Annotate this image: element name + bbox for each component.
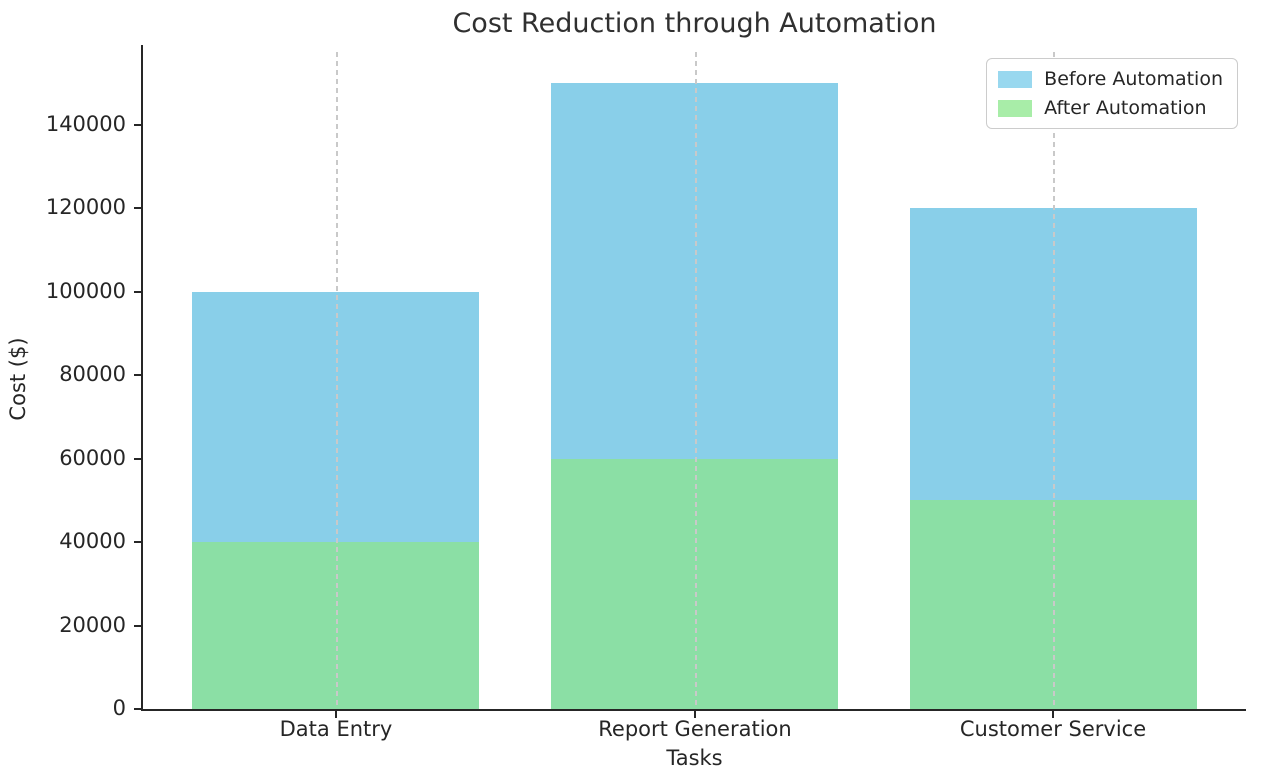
legend-item-after-automation: After Automation	[998, 97, 1223, 119]
plot-area	[143, 52, 1246, 709]
x-tick-label-report-generation: Report Generation	[598, 717, 792, 741]
legend-label: Before Automation	[1044, 68, 1223, 90]
x-tick-mark	[335, 711, 337, 718]
y-tick-label: 0	[112, 696, 126, 720]
bar-after-automation-data-entry	[192, 542, 479, 709]
x-tick-mark	[1052, 711, 1054, 718]
y-tick-mark	[134, 374, 141, 376]
gridline-report-generation	[695, 52, 697, 709]
y-axis-spine	[141, 45, 143, 711]
bar-after-automation-report-generation	[551, 459, 838, 709]
y-tick-mark	[134, 708, 141, 710]
y-tick-label: 40000	[59, 529, 126, 553]
y-axis-title: Cost ($)	[6, 337, 30, 421]
gridline-customer-service	[1053, 52, 1055, 709]
y-tick-label: 80000	[59, 362, 126, 386]
gridline-data-entry	[336, 52, 338, 709]
x-axis-spine	[141, 709, 1246, 711]
x-tick-mark	[694, 711, 696, 718]
y-tick-mark	[134, 291, 141, 293]
y-tick-mark	[134, 625, 141, 627]
legend: Before Automation After Automation	[986, 58, 1238, 129]
x-axis-title: Tasks	[666, 746, 723, 770]
chart-title: Cost Reduction through Automation	[452, 8, 937, 39]
y-tick-label: 20000	[59, 613, 126, 637]
y-tick-mark	[134, 541, 141, 543]
legend-label: After Automation	[1044, 97, 1207, 119]
x-tick-label-data-entry: Data Entry	[279, 717, 393, 741]
y-tick-mark	[134, 458, 141, 460]
y-tick-label: 120000	[45, 195, 126, 219]
legend-item-before-automation: Before Automation	[998, 68, 1223, 90]
y-tick-label: 100000	[45, 279, 126, 303]
y-tick-mark	[134, 124, 141, 126]
legend-swatch-icon	[998, 70, 1033, 88]
y-tick-label: 140000	[45, 112, 126, 136]
x-tick-label-customer-service: Customer Service	[959, 717, 1147, 741]
y-tick-mark	[134, 207, 141, 209]
y-tick-label: 60000	[59, 446, 126, 470]
legend-swatch-icon	[998, 99, 1033, 117]
